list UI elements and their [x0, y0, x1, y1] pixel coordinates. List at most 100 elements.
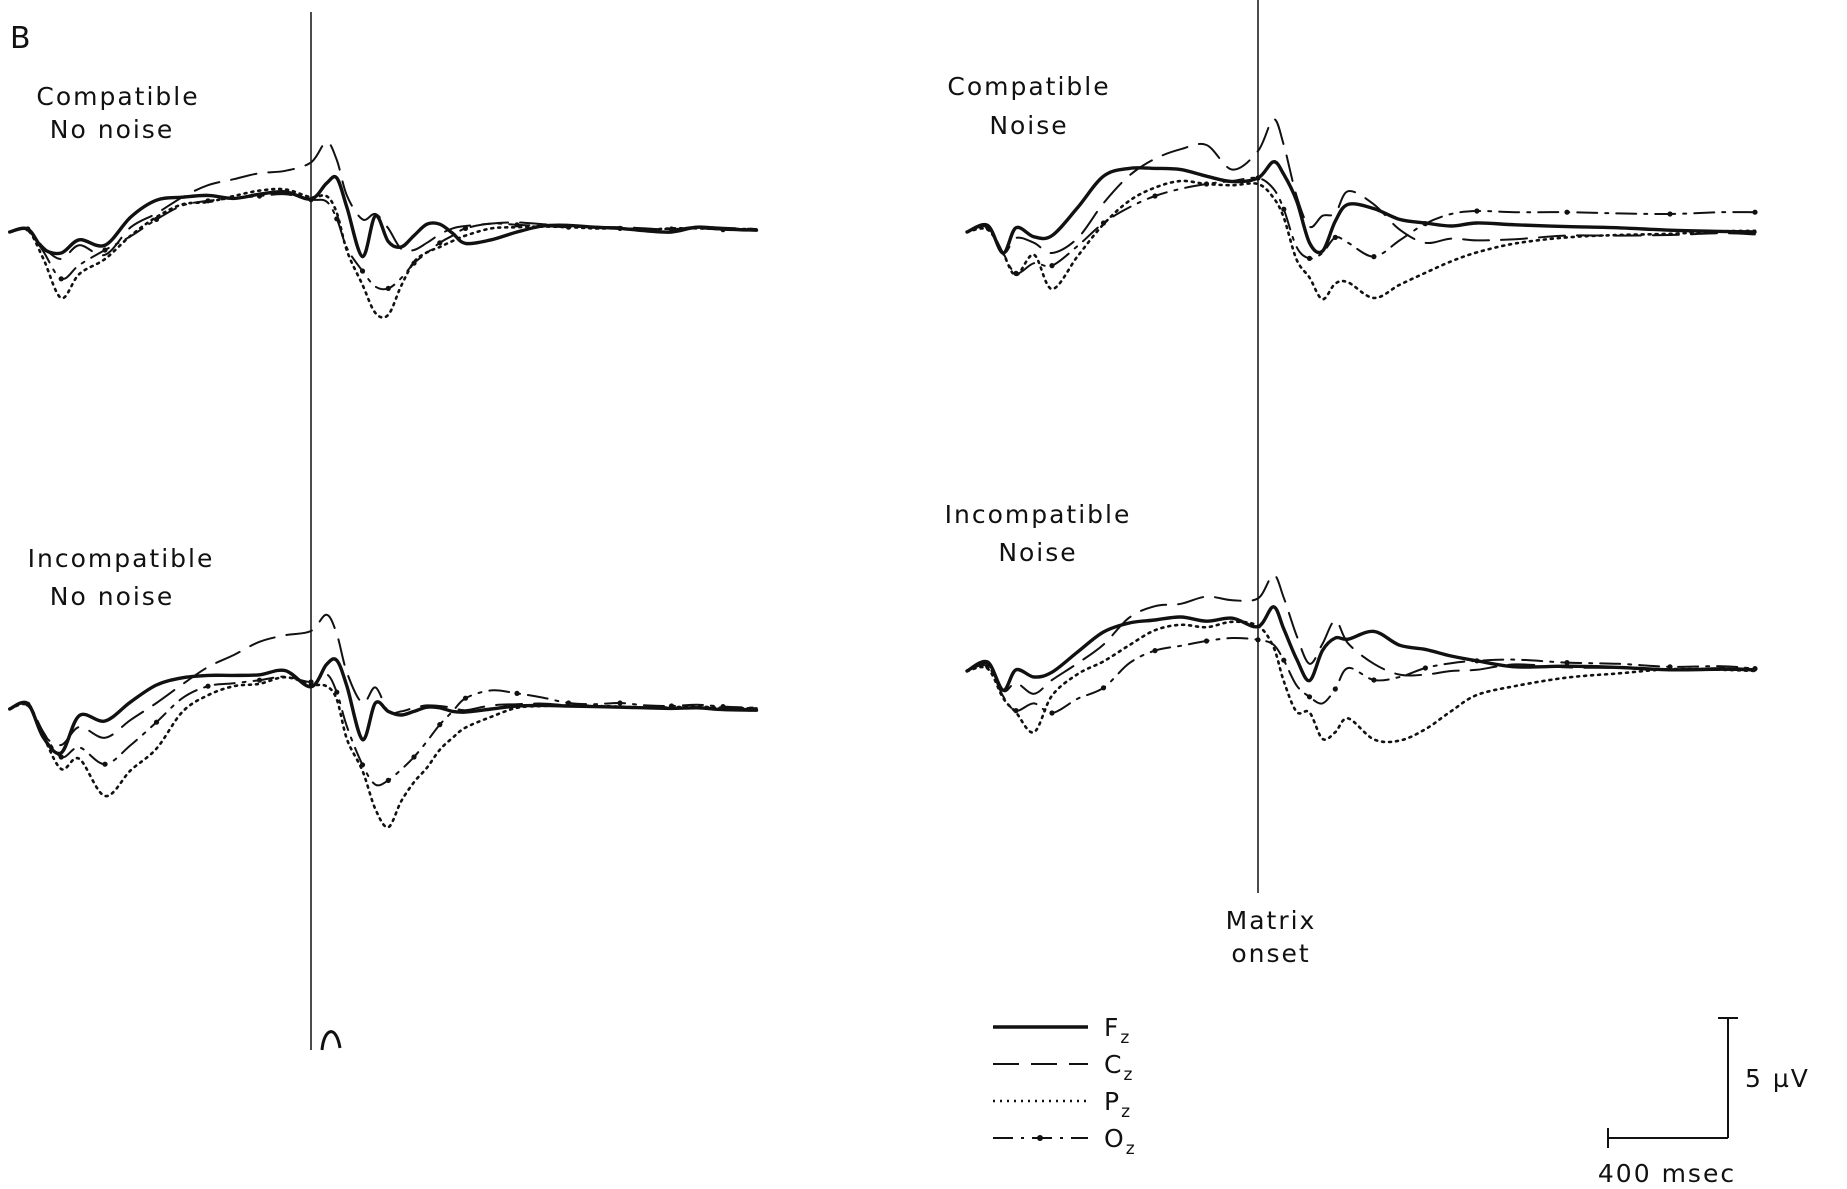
trace-oz: [966, 636, 1756, 715]
trace-pz: [965, 620, 1757, 744]
trace-oz-dot: [411, 754, 417, 760]
trace-oz-dot: [359, 762, 366, 768]
trace-oz-dot: [1013, 708, 1019, 714]
trace-oz-dot: [1203, 638, 1210, 644]
trace-oz-dot: [720, 704, 726, 710]
trace-oz-dot: [1332, 234, 1338, 240]
trace-oz-dot: [256, 677, 263, 683]
legend-label-pz: Pz: [1104, 1087, 1132, 1122]
trace-oz-dot: [565, 700, 572, 706]
trace-cz: [8, 613, 758, 747]
trace-pz: [8, 675, 758, 829]
trace-oz-dot: [102, 761, 108, 767]
scale-bar-time-label: 400 msec: [1598, 1159, 1736, 1188]
panel-compatible-noise: Compatible Noise: [947, 72, 1758, 301]
trace-oz-dot: [1255, 175, 1261, 181]
trace-oz-dot: [205, 683, 211, 689]
trace-oz-dot: [1752, 666, 1758, 672]
trace-cz: [966, 118, 1756, 255]
trace-pz: [965, 179, 1757, 301]
trace-oz-dot: [1667, 211, 1673, 217]
trace-oz-dot: [437, 722, 443, 728]
trace-oz-dot: [668, 703, 675, 709]
trace-oz-dot: [411, 260, 417, 266]
trace-oz-dot: [153, 719, 160, 725]
trace-oz-dot: [514, 222, 520, 228]
panel-title-line2: No noise: [50, 115, 174, 144]
trace-cz: [966, 573, 1756, 695]
panel-title-line1: Compatible: [947, 72, 1110, 101]
panel-title-line2: Noise: [998, 538, 1077, 567]
trace-oz-dot: [256, 193, 263, 199]
trace-oz-dot: [1474, 208, 1480, 214]
trace-oz-dot: [1667, 664, 1673, 670]
trace-oz-dot: [1752, 209, 1758, 215]
panel-title-line1: Incompatible: [28, 544, 215, 573]
trace-oz-dot: [308, 679, 314, 685]
panel-letter: B: [10, 21, 31, 56]
trace-oz-dot: [25, 226, 31, 232]
trace-oz-dot: [1564, 209, 1570, 215]
trace-oz-dot: [1422, 665, 1428, 671]
legend-label-fz: Fz: [1104, 1013, 1131, 1048]
trace-oz-dot: [1332, 686, 1338, 692]
trace-oz-dot: [1422, 221, 1428, 227]
trace-oz-dot: [359, 268, 366, 274]
trace-oz-dot: [334, 216, 340, 222]
trace-oz-dot: [1281, 657, 1287, 663]
trace-oz-dot: [1100, 220, 1107, 226]
panel-title-line1: Incompatible: [945, 500, 1132, 529]
onset-label-line2: onset: [1231, 939, 1310, 968]
trace-oz-dot: [25, 701, 31, 707]
trace-oz-dot: [514, 690, 520, 697]
trace-oz-dot: [58, 276, 64, 282]
trace-oz-dot: [1152, 648, 1158, 654]
trace-oz: [8, 193, 758, 291]
panel-title-line2: No noise: [50, 582, 174, 611]
trace-oz-dot: [1049, 263, 1055, 269]
trace-oz-dot: [1306, 255, 1313, 261]
panel-incompatible-noise: Incompatible Noise: [945, 500, 1758, 744]
partial-glyph: [320, 1030, 342, 1051]
trace-fz: [965, 160, 1757, 255]
trace-oz-dot: [1371, 254, 1377, 260]
trace-oz-dot: [334, 689, 340, 695]
trace-fz: [965, 605, 1757, 692]
trace-oz-dot: [1255, 637, 1261, 643]
trace-oz-dot: [58, 754, 64, 760]
trace-oz-dot: [1013, 270, 1019, 276]
trace-oz-dot: [668, 226, 675, 232]
trace-oz-dot: [1049, 710, 1055, 716]
trace-oz-dot: [617, 225, 623, 231]
trace-oz-dot: [985, 224, 991, 230]
trace-oz-dot: [617, 700, 623, 706]
panel-incompatible-no-noise: Incompatible No noise: [7, 544, 759, 829]
trace-oz-dot: [985, 663, 991, 669]
panel-title-line2: Noise: [989, 111, 1068, 140]
trace-oz-dot: [205, 198, 211, 204]
trace-oz-dot: [462, 695, 469, 701]
trace-oz-dot: [1152, 193, 1158, 199]
trace-oz-dot: [462, 225, 469, 231]
scale-bar-voltage-label: 5 µV: [1745, 1064, 1810, 1093]
scale-bar: 5 µV 400 msec: [1598, 1017, 1810, 1188]
trace-oz-dot: [1306, 694, 1313, 700]
trace-oz-dot: [1371, 677, 1377, 683]
panel-compatible-no-noise: Compatible No noise: [7, 82, 759, 319]
trace-oz-dot: [1281, 206, 1287, 212]
trace-oz-dot: [1474, 658, 1480, 664]
trace-pz: [8, 187, 758, 319]
trace-oz-dot: [1203, 181, 1210, 187]
trace-oz: [8, 673, 758, 787]
trace-oz-dot: [1564, 660, 1570, 666]
legend-label-cz: Cz: [1104, 1050, 1134, 1085]
trace-cz: [8, 141, 758, 260]
trace-oz-dot: [102, 247, 108, 253]
trace-oz-dot: [385, 285, 391, 291]
trace-oz: [966, 176, 1756, 275]
trace-oz-dot: [437, 240, 443, 246]
onset-label-line1: Matrix: [1226, 906, 1317, 935]
trace-oz-dot: [308, 197, 314, 203]
